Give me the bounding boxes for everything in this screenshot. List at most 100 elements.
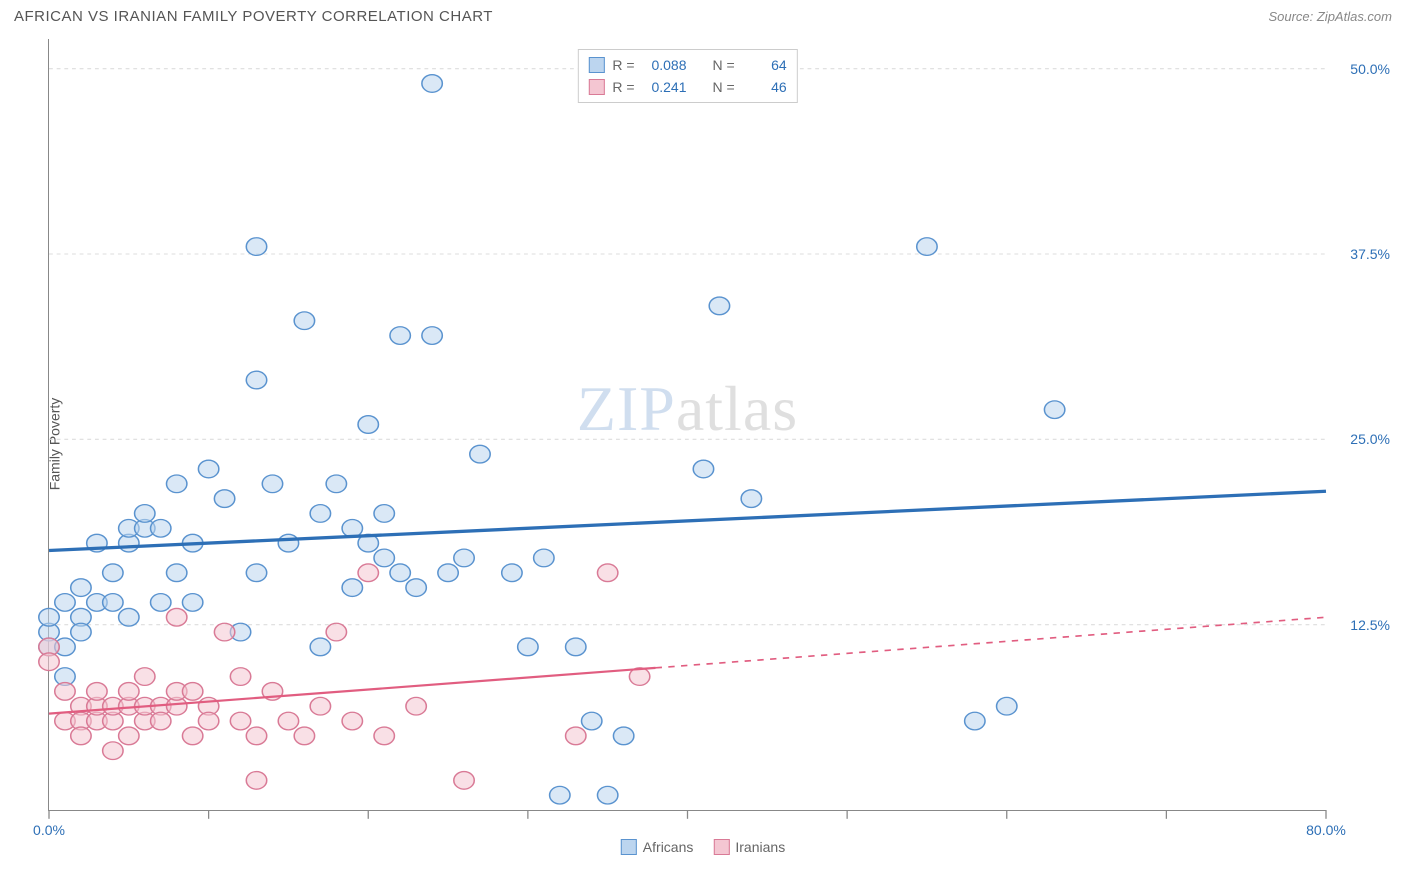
africans-point xyxy=(470,445,490,463)
source-attribution: Source: ZipAtlas.com xyxy=(1268,9,1392,24)
iranians-point xyxy=(103,742,123,760)
x-tick-label: 80.0% xyxy=(1306,822,1346,838)
iranians-point xyxy=(342,712,362,730)
iranians-point xyxy=(87,683,107,701)
africans-point xyxy=(613,727,633,745)
africans-point xyxy=(214,490,234,508)
africans-point xyxy=(182,594,202,612)
africans-point xyxy=(709,297,729,315)
africans-point xyxy=(374,549,394,567)
iranians-point xyxy=(119,683,139,701)
r-label: R = xyxy=(612,54,634,76)
stats-legend-box: R = 0.088N = 64R = 0.241N = 46 xyxy=(577,49,797,103)
africans-point xyxy=(566,638,586,656)
africans-point xyxy=(326,475,346,493)
x-tick-label: 0.0% xyxy=(33,822,65,838)
africans-point xyxy=(135,505,155,523)
africans-point xyxy=(390,564,410,582)
iranians-point xyxy=(214,623,234,641)
iranians-point xyxy=(294,727,314,745)
source-prefix: Source: xyxy=(1268,9,1316,24)
r-value: 0.088 xyxy=(643,54,687,76)
africans-point xyxy=(534,549,554,567)
africans-point xyxy=(246,564,266,582)
iranians-point xyxy=(406,697,426,715)
r-value: 0.241 xyxy=(643,76,687,98)
iranians-point xyxy=(310,697,330,715)
n-value: 64 xyxy=(743,54,787,76)
africans-point xyxy=(278,534,298,552)
africans-point xyxy=(71,623,91,641)
y-tick-label: 50.0% xyxy=(1350,61,1390,77)
y-tick-label: 25.0% xyxy=(1350,431,1390,447)
iranians-point xyxy=(246,727,266,745)
y-tick-label: 37.5% xyxy=(1350,246,1390,262)
africans-point xyxy=(550,786,570,804)
iranians-point xyxy=(198,712,218,730)
source-name: ZipAtlas.com xyxy=(1317,9,1392,24)
legend-item-iranians: Iranians xyxy=(713,839,785,855)
iranians-point xyxy=(358,564,378,582)
africans-point xyxy=(119,608,139,626)
africans-point xyxy=(390,327,410,345)
stats-row-africans: R = 0.088 N = 64 xyxy=(588,54,786,76)
series-legend: Africans Iranians xyxy=(621,839,785,855)
africans-point xyxy=(166,564,186,582)
africans-point xyxy=(502,564,522,582)
africans-point xyxy=(166,475,186,493)
africans-point xyxy=(597,786,617,804)
iranians-point xyxy=(55,683,75,701)
chart-container: Family Poverty ZIPatlas R = 0.088N = 64R… xyxy=(0,29,1406,859)
iranians-point xyxy=(454,772,474,790)
iranians-point xyxy=(566,727,586,745)
africans-point xyxy=(997,697,1017,715)
africans-point xyxy=(103,564,123,582)
iranians-point xyxy=(119,727,139,745)
africans-point xyxy=(342,519,362,537)
africans-point xyxy=(262,475,282,493)
africans-point xyxy=(198,460,218,478)
africans-point xyxy=(422,327,442,345)
chart-title: AFRICAN VS IRANIAN FAMILY POVERTY CORREL… xyxy=(14,8,493,25)
africans-swatch xyxy=(588,57,604,73)
africans-legend-label: Africans xyxy=(643,839,694,855)
iranians-swatch xyxy=(588,79,604,95)
iranians-point xyxy=(182,727,202,745)
africans-point xyxy=(342,579,362,597)
africans-legend-swatch xyxy=(621,839,637,855)
africans-point xyxy=(693,460,713,478)
iranians-legend-label: Iranians xyxy=(735,839,785,855)
africans-point xyxy=(917,238,937,256)
iranians-point xyxy=(71,727,91,745)
legend-item-africans: Africans xyxy=(621,839,694,855)
africans-point xyxy=(406,579,426,597)
africans-point xyxy=(151,594,171,612)
africans-point xyxy=(310,505,330,523)
africans-point xyxy=(374,505,394,523)
africans-point xyxy=(310,638,330,656)
iranians-point xyxy=(246,772,266,790)
africans-point xyxy=(965,712,985,730)
iranians-point xyxy=(230,712,250,730)
r-label: R = xyxy=(612,76,634,98)
africans-point xyxy=(454,549,474,567)
africans-point xyxy=(151,519,171,537)
africans-point xyxy=(422,75,442,93)
africans-point xyxy=(294,312,314,330)
africans-trend-line xyxy=(49,491,1326,550)
africans-point xyxy=(1044,401,1064,419)
iranians-point xyxy=(39,653,59,671)
africans-point xyxy=(55,594,75,612)
n-label: N = xyxy=(713,76,735,98)
africans-point xyxy=(103,594,123,612)
iranians-point xyxy=(151,712,171,730)
iranians-point xyxy=(135,668,155,686)
africans-point xyxy=(438,564,458,582)
iranians-point xyxy=(597,564,617,582)
africans-point xyxy=(582,712,602,730)
stats-row-iranians: R = 0.241N = 46 xyxy=(588,76,786,98)
africans-point xyxy=(246,238,266,256)
n-label: N = xyxy=(713,54,735,76)
africans-point xyxy=(518,638,538,656)
africans-point xyxy=(246,371,266,389)
